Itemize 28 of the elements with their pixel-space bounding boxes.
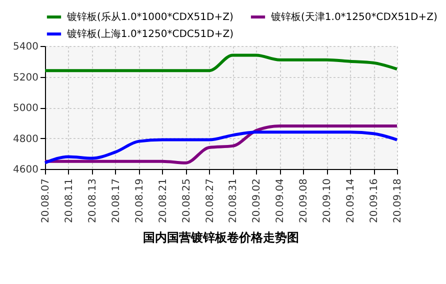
x-tick-label: 20.09.18 <box>392 178 404 224</box>
x-tick-label: 20.09.10 <box>322 178 334 224</box>
x-tick-label: 20.08.11 <box>64 178 75 224</box>
line-series <box>44 130 398 164</box>
x-tick-label: 20.09.02 <box>252 178 263 224</box>
y-tick-label: 5000 <box>13 103 38 114</box>
x-tick-label: 20.08.31 <box>228 178 240 224</box>
x-tick-label: 20.08.21 <box>158 178 169 224</box>
x-tick-label: 20.09.14 <box>346 178 357 224</box>
x-tick-label: 20.08.07 <box>40 178 52 224</box>
legend-label: 镀锌板(上海1.0*1250*CDC51D+Z) <box>66 28 234 40</box>
x-tick-label: 20.09.04 <box>275 178 286 224</box>
y-tick-label: 4600 <box>13 164 38 176</box>
x-tick-label: 20.08.13 <box>87 178 98 224</box>
y-tick-label: 4800 <box>13 134 38 145</box>
legend-label: 镀锌板(天津1.0*1250*CDX51D+Z) <box>270 11 438 23</box>
line-series <box>44 124 398 164</box>
x-tick-label: 20.09.16 <box>369 178 380 224</box>
x-tick-label: 20.08.25 <box>181 178 192 224</box>
line-series <box>44 54 398 72</box>
text: 国内国营镀锌板卷价格走势图 <box>143 230 299 245</box>
legend-label: 镀锌板(乐从1.0*1000*CDX51D+Z) <box>66 11 234 23</box>
x-tick-label: 20.08.17 <box>110 178 122 224</box>
y-tick-label: 5400 <box>13 42 38 52</box>
y-tick-label: 5200 <box>13 72 38 84</box>
x-tick-label: 20.09.08 <box>298 178 310 224</box>
x-tick-label: 20.08.19 <box>134 178 146 224</box>
x-tick-label: 20.08.27 <box>204 178 216 224</box>
